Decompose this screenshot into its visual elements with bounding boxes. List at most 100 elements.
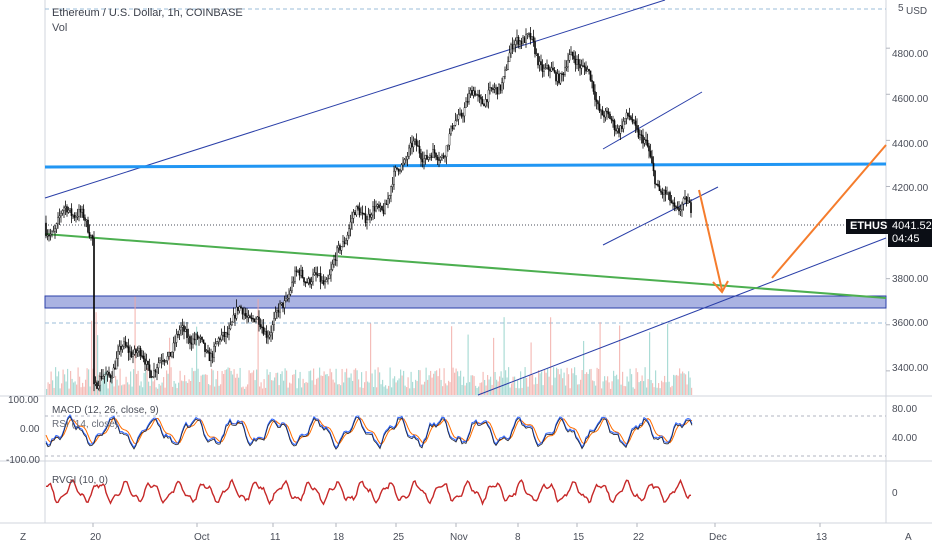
candle-body: [303, 277, 305, 283]
candle-body: [367, 214, 370, 221]
candle-body: [154, 370, 157, 373]
volume-bar: [623, 385, 625, 395]
volume-bar: [506, 377, 508, 395]
volume-bar: [277, 372, 279, 395]
candle-body: [504, 69, 506, 77]
volume-bar: [545, 372, 547, 395]
volume-bar: [212, 370, 214, 395]
candle-body: [609, 113, 611, 120]
auto-scale-left-button[interactable]: Z: [20, 532, 27, 543]
candle-body: [414, 139, 416, 142]
forecast-arrow-down[interactable]: [698, 189, 723, 291]
candle-body: [280, 302, 283, 305]
auto-scale-button[interactable]: A: [905, 532, 912, 543]
volume-bar: [688, 371, 690, 395]
candle-body: [160, 360, 163, 362]
volume-bar: [301, 387, 303, 395]
volume-bar: [523, 377, 525, 395]
candle-body: [529, 33, 532, 40]
candle-body: [108, 371, 110, 376]
volume-bar: [211, 368, 213, 395]
candle-body: [277, 309, 280, 313]
volume-bar: [241, 387, 243, 395]
candle-body: [204, 342, 206, 352]
candle-body: [147, 360, 149, 365]
candle-body: [520, 40, 523, 45]
candle-body: [96, 382, 98, 389]
rsi-label[interactable]: RSI (14, close): [52, 419, 119, 430]
candle-body: [543, 67, 545, 72]
volume-bar: [73, 382, 75, 395]
flag-upper-line[interactable]: [602, 91, 703, 150]
volume-bar: [487, 375, 489, 395]
volume-bar: [283, 380, 285, 395]
candle-body: [177, 333, 179, 336]
horizontal-resistance-line[interactable]: [44, 162, 887, 169]
candle-body: [244, 313, 247, 317]
volume-label: Vol: [52, 22, 68, 34]
candle-body: [340, 246, 343, 251]
volume-bar: [488, 379, 490, 395]
candle-body: [456, 119, 458, 121]
upper-channel-trendline[interactable]: [44, 0, 666, 199]
candle-body: [681, 203, 683, 210]
candle-body: [238, 306, 241, 311]
volume-bar: [239, 367, 241, 395]
candle-body: [57, 217, 59, 224]
volume-bar: [613, 370, 615, 395]
volume-bar: [616, 374, 618, 395]
volume-bar: [397, 380, 399, 395]
candle-body: [349, 221, 352, 229]
candle-body: [126, 345, 128, 347]
volume-bar: [677, 375, 679, 395]
volume-bar: [74, 381, 76, 395]
volume-bar: [335, 368, 337, 395]
candle-body: [162, 360, 164, 362]
volume-bar: [343, 382, 345, 395]
volume-bar: [388, 385, 390, 395]
volume-bar: [619, 325, 621, 395]
volume-bar: [497, 381, 499, 395]
volume-bar: [412, 381, 414, 395]
volume-bar: [181, 380, 183, 395]
candle-body: [208, 352, 211, 362]
rvgi-label[interactable]: RVGI (10, 0): [52, 475, 108, 486]
forecast-arrow-up[interactable]: [771, 144, 887, 279]
volume-bar: [568, 374, 570, 395]
candle-body: [228, 328, 230, 335]
volume-bar: [214, 386, 216, 395]
volume-bar: [676, 374, 678, 395]
candle-body: [85, 219, 88, 222]
flag-lower-line[interactable]: [602, 186, 719, 246]
macd-label[interactable]: MACD (12, 26, close, 9): [52, 405, 159, 416]
candle-body: [487, 89, 490, 103]
candle-body: [537, 53, 539, 66]
volume-bar: [185, 381, 187, 395]
volume-bar: [461, 384, 463, 395]
candle-body: [478, 94, 481, 98]
candle-body: [52, 231, 55, 233]
candle-body: [159, 360, 161, 364]
candle-body: [241, 307, 244, 315]
candle-body: [336, 247, 338, 261]
volume-bar: [658, 383, 660, 395]
candle-body: [264, 331, 266, 335]
volume-bar: [331, 372, 333, 395]
candle-body: [627, 112, 629, 116]
candle-body: [372, 206, 374, 216]
rising-support-trendline[interactable]: [477, 237, 887, 396]
candle-body: [610, 118, 613, 121]
volume-bar: [682, 371, 684, 395]
support-zone[interactable]: [44, 295, 887, 309]
descending-green-trendline[interactable]: [44, 233, 887, 299]
volume-bar: [430, 370, 432, 395]
volume-bar: [602, 381, 604, 395]
volume-bar: [467, 334, 469, 395]
volume-bar: [100, 384, 102, 395]
candle-body: [141, 355, 143, 357]
volume-bar: [274, 377, 276, 395]
candle-body: [175, 333, 178, 343]
volume-bar: [607, 376, 609, 395]
